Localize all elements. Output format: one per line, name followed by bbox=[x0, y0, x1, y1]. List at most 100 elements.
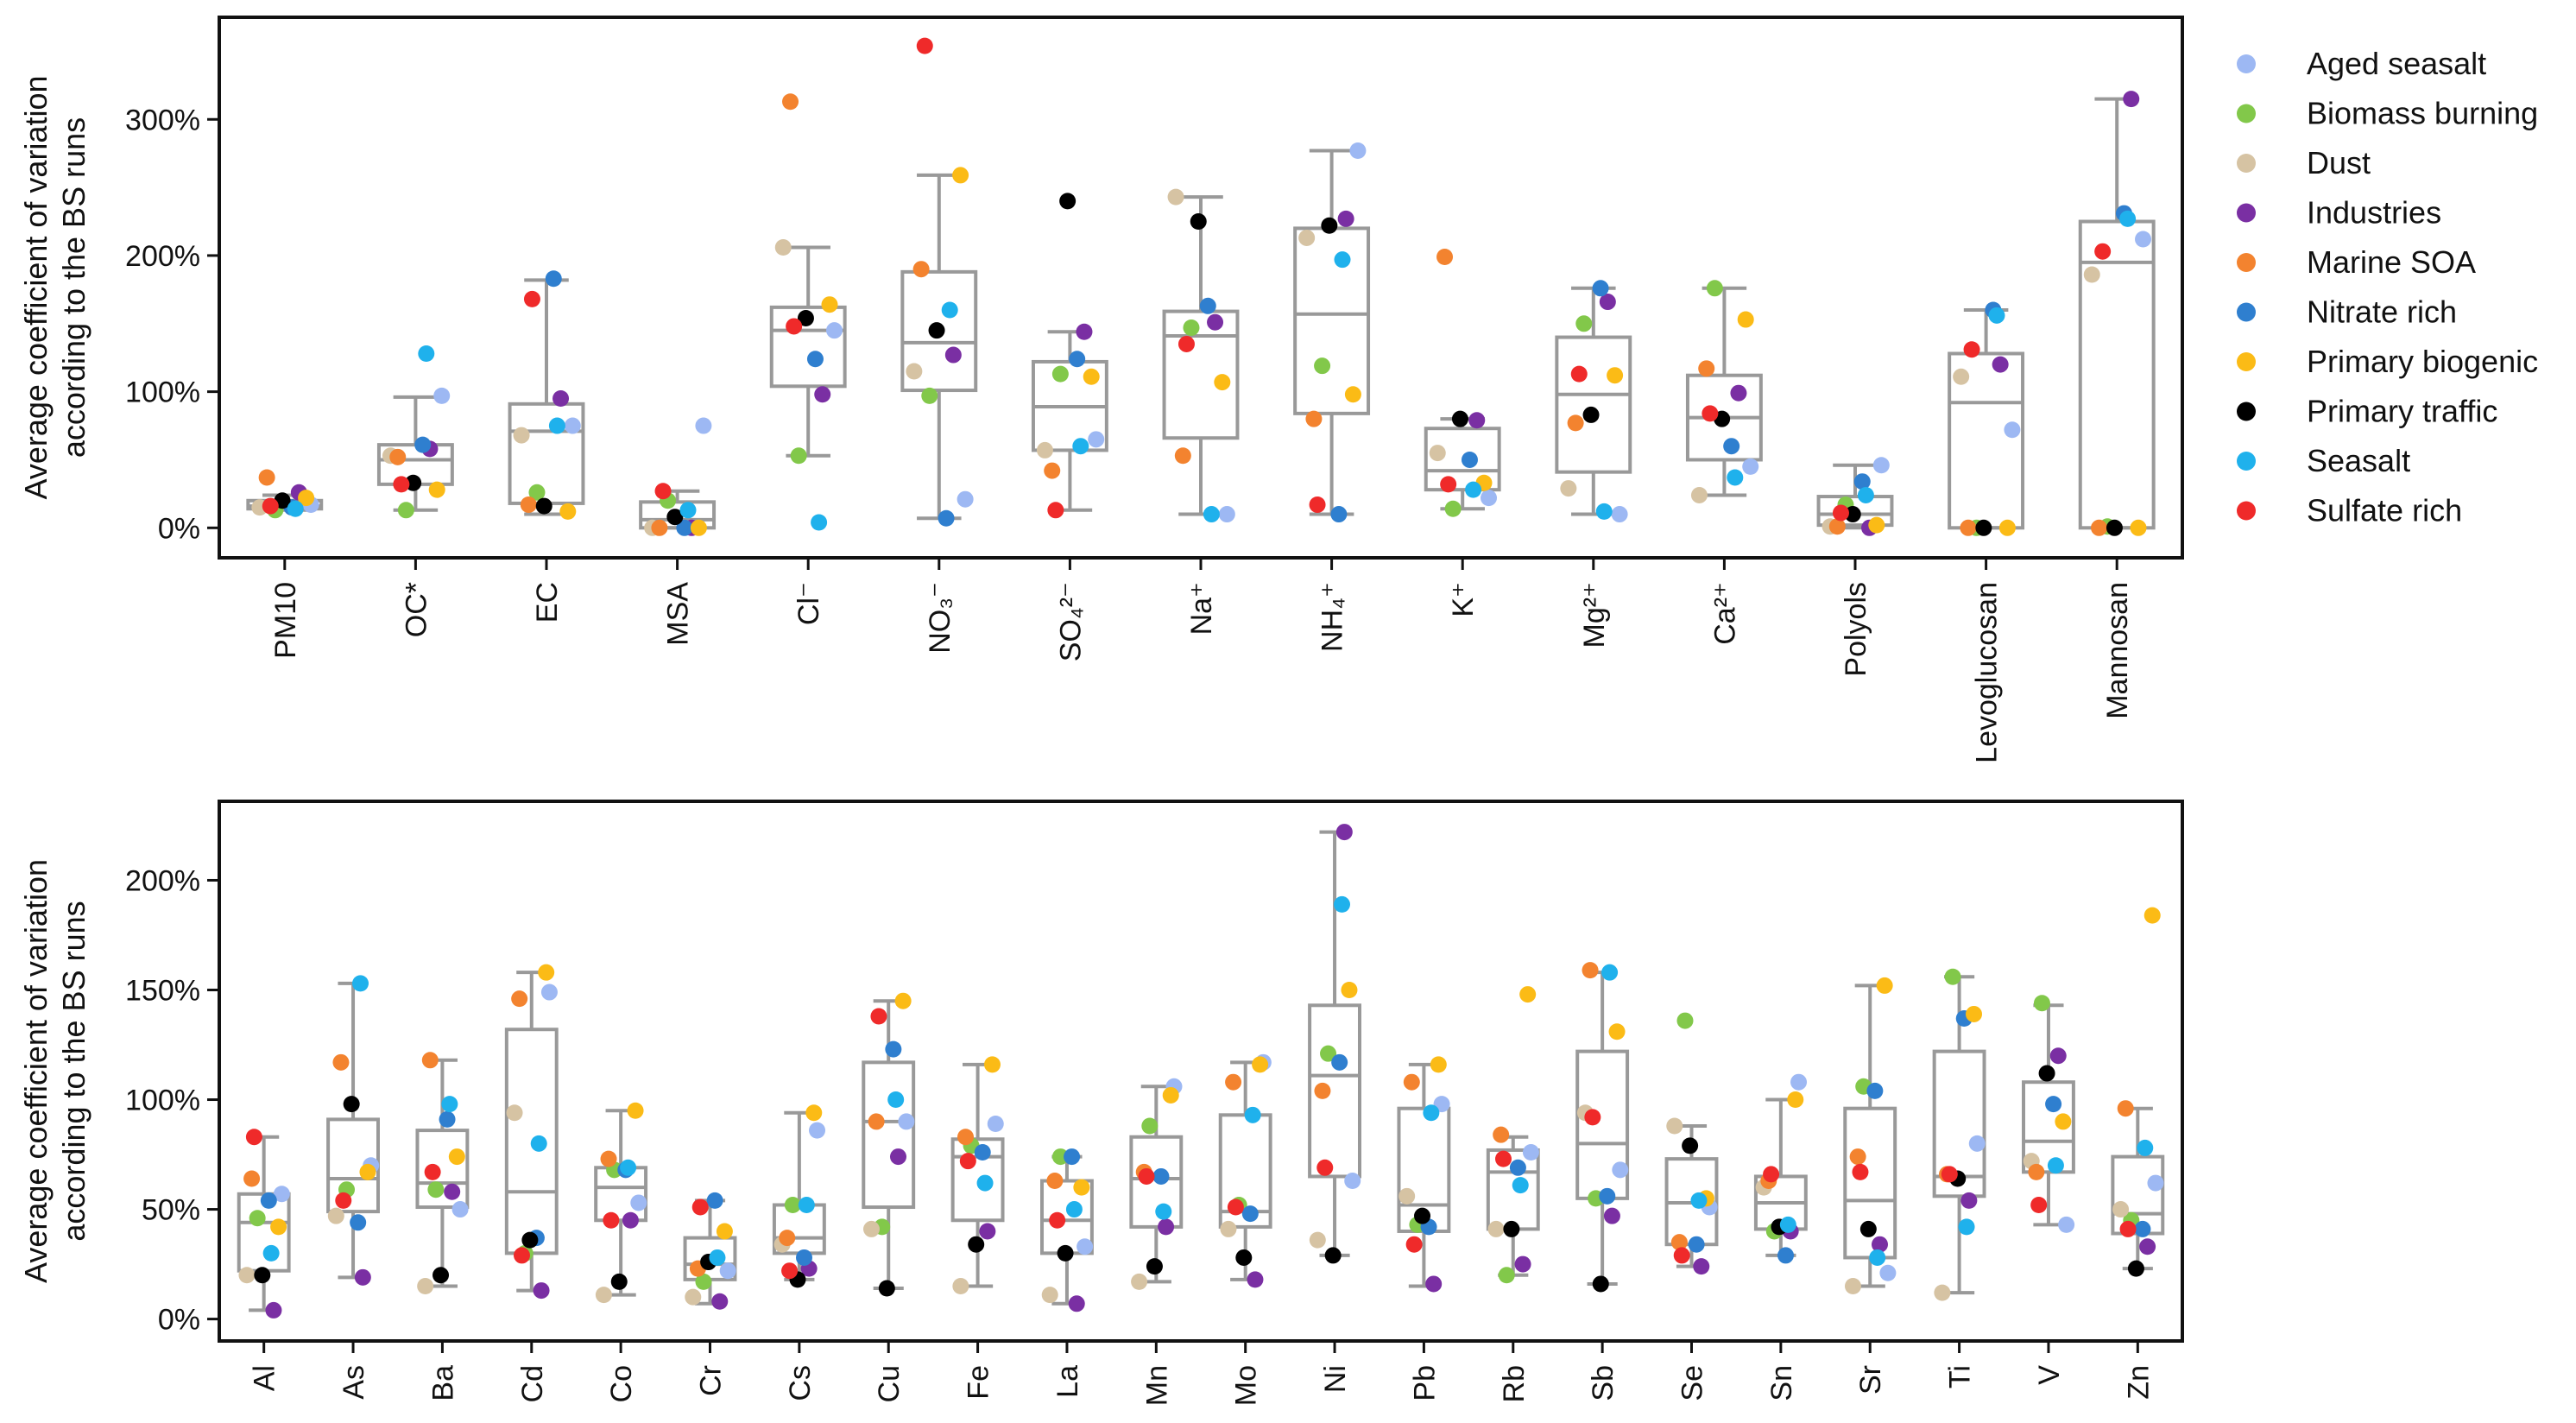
data-point bbox=[695, 417, 712, 434]
data-point bbox=[1049, 1211, 1066, 1229]
data-point bbox=[1065, 1201, 1083, 1218]
data-point bbox=[335, 1192, 352, 1209]
data-point bbox=[906, 363, 923, 380]
data-point bbox=[1344, 386, 1361, 403]
data-point bbox=[974, 1144, 991, 1161]
x-tick-label: Rb bbox=[1498, 1365, 1531, 1402]
data-point bbox=[298, 490, 315, 507]
data-point bbox=[826, 322, 843, 339]
data-point bbox=[559, 503, 577, 520]
data-point bbox=[1742, 458, 1759, 475]
box bbox=[1129, 1135, 1184, 1229]
x-tick-label: SO₄²⁻ bbox=[1054, 582, 1087, 661]
data-point bbox=[1790, 1073, 1808, 1091]
x-tick-label: MSA bbox=[662, 582, 695, 646]
x-tick-label: Cl⁻ bbox=[792, 582, 825, 625]
x-tick-label: Levoglucosan bbox=[1971, 582, 2004, 763]
data-point bbox=[620, 1159, 637, 1176]
data-point bbox=[711, 1293, 729, 1310]
data-point bbox=[779, 1230, 796, 1247]
data-point bbox=[1934, 1284, 1951, 1301]
category-group bbox=[1555, 280, 1632, 523]
data-point bbox=[2094, 243, 2112, 260]
data-point bbox=[1859, 1220, 1877, 1237]
data-point bbox=[1036, 441, 1053, 459]
category-group bbox=[1843, 977, 1897, 1294]
data-point bbox=[1247, 1271, 1264, 1288]
category-group bbox=[1397, 1056, 1451, 1293]
data-point bbox=[1451, 410, 1468, 427]
category-group bbox=[1753, 1073, 1808, 1264]
x-tick-label: Ca²⁺ bbox=[1708, 582, 1741, 645]
x-tick-label: Ni bbox=[1319, 1365, 1352, 1393]
category-group bbox=[1816, 457, 1894, 536]
data-point bbox=[424, 1163, 441, 1180]
data-point bbox=[790, 447, 807, 465]
data-point bbox=[262, 497, 279, 515]
data-point bbox=[1853, 473, 1871, 490]
data-point bbox=[1493, 1126, 1510, 1143]
data-point bbox=[706, 1192, 723, 1209]
data-point bbox=[781, 1262, 799, 1280]
y-axis-label: Average coefficient of variation bbox=[18, 859, 54, 1283]
data-point bbox=[1702, 405, 1719, 422]
data-point bbox=[564, 417, 581, 434]
data-point bbox=[2058, 1216, 2075, 1233]
x-tick-label: Mg²⁺ bbox=[1578, 582, 1611, 648]
box bbox=[862, 1060, 916, 1210]
category-group bbox=[862, 992, 916, 1297]
data-point bbox=[976, 1174, 994, 1192]
data-point bbox=[2004, 421, 2021, 439]
data-point bbox=[433, 387, 451, 404]
data-point bbox=[1309, 1231, 1326, 1249]
data-point bbox=[1252, 1056, 1269, 1073]
data-point bbox=[1465, 481, 1482, 498]
data-point bbox=[2091, 519, 2108, 536]
legend-marker bbox=[2237, 154, 2256, 173]
data-point bbox=[1879, 1264, 1897, 1281]
data-point bbox=[1405, 1236, 1423, 1253]
data-point bbox=[890, 1148, 907, 1166]
data-point bbox=[352, 975, 369, 992]
x-tick-label: Sr bbox=[1854, 1365, 1887, 1395]
data-point bbox=[2033, 995, 2050, 1012]
legend-marker bbox=[2237, 302, 2256, 322]
data-point bbox=[1763, 1166, 1780, 1183]
data-point bbox=[2119, 1220, 2137, 1237]
data-point bbox=[1730, 384, 1747, 402]
data-point bbox=[1522, 1144, 1539, 1161]
data-point bbox=[2137, 1139, 2154, 1156]
data-point bbox=[809, 1122, 826, 1139]
data-point bbox=[1199, 297, 1216, 314]
legend-label: Primary biogenic bbox=[2307, 344, 2538, 379]
box bbox=[2022, 1080, 2075, 1174]
x-tick-label: Cr bbox=[695, 1365, 728, 1396]
box bbox=[900, 269, 978, 393]
data-point bbox=[535, 497, 552, 515]
data-point bbox=[265, 1301, 282, 1319]
data-point bbox=[595, 1287, 612, 1304]
data-point bbox=[1567, 414, 1584, 432]
y-tick-label: 100% bbox=[125, 376, 200, 409]
x-tick-label: Al bbox=[249, 1365, 281, 1391]
data-point bbox=[1690, 486, 1708, 503]
data-point bbox=[448, 1148, 465, 1166]
category-group bbox=[376, 345, 454, 519]
data-point bbox=[796, 1249, 813, 1266]
category-group bbox=[900, 37, 978, 527]
legend-marker bbox=[2237, 54, 2256, 73]
data-point bbox=[1334, 895, 1351, 913]
data-point bbox=[1131, 1273, 1148, 1290]
data-point bbox=[520, 496, 537, 514]
data-point bbox=[1852, 1163, 1869, 1180]
data-point bbox=[691, 1198, 709, 1216]
data-point bbox=[1849, 1148, 1866, 1166]
data-point bbox=[1992, 356, 2009, 373]
data-point bbox=[1309, 496, 1326, 514]
data-point bbox=[1403, 1073, 1420, 1091]
data-point bbox=[630, 1194, 647, 1211]
x-tick-label: Sb bbox=[1587, 1365, 1619, 1401]
data-point bbox=[695, 1273, 712, 1290]
data-point bbox=[1316, 1159, 1334, 1176]
category-group bbox=[1129, 1078, 1184, 1290]
